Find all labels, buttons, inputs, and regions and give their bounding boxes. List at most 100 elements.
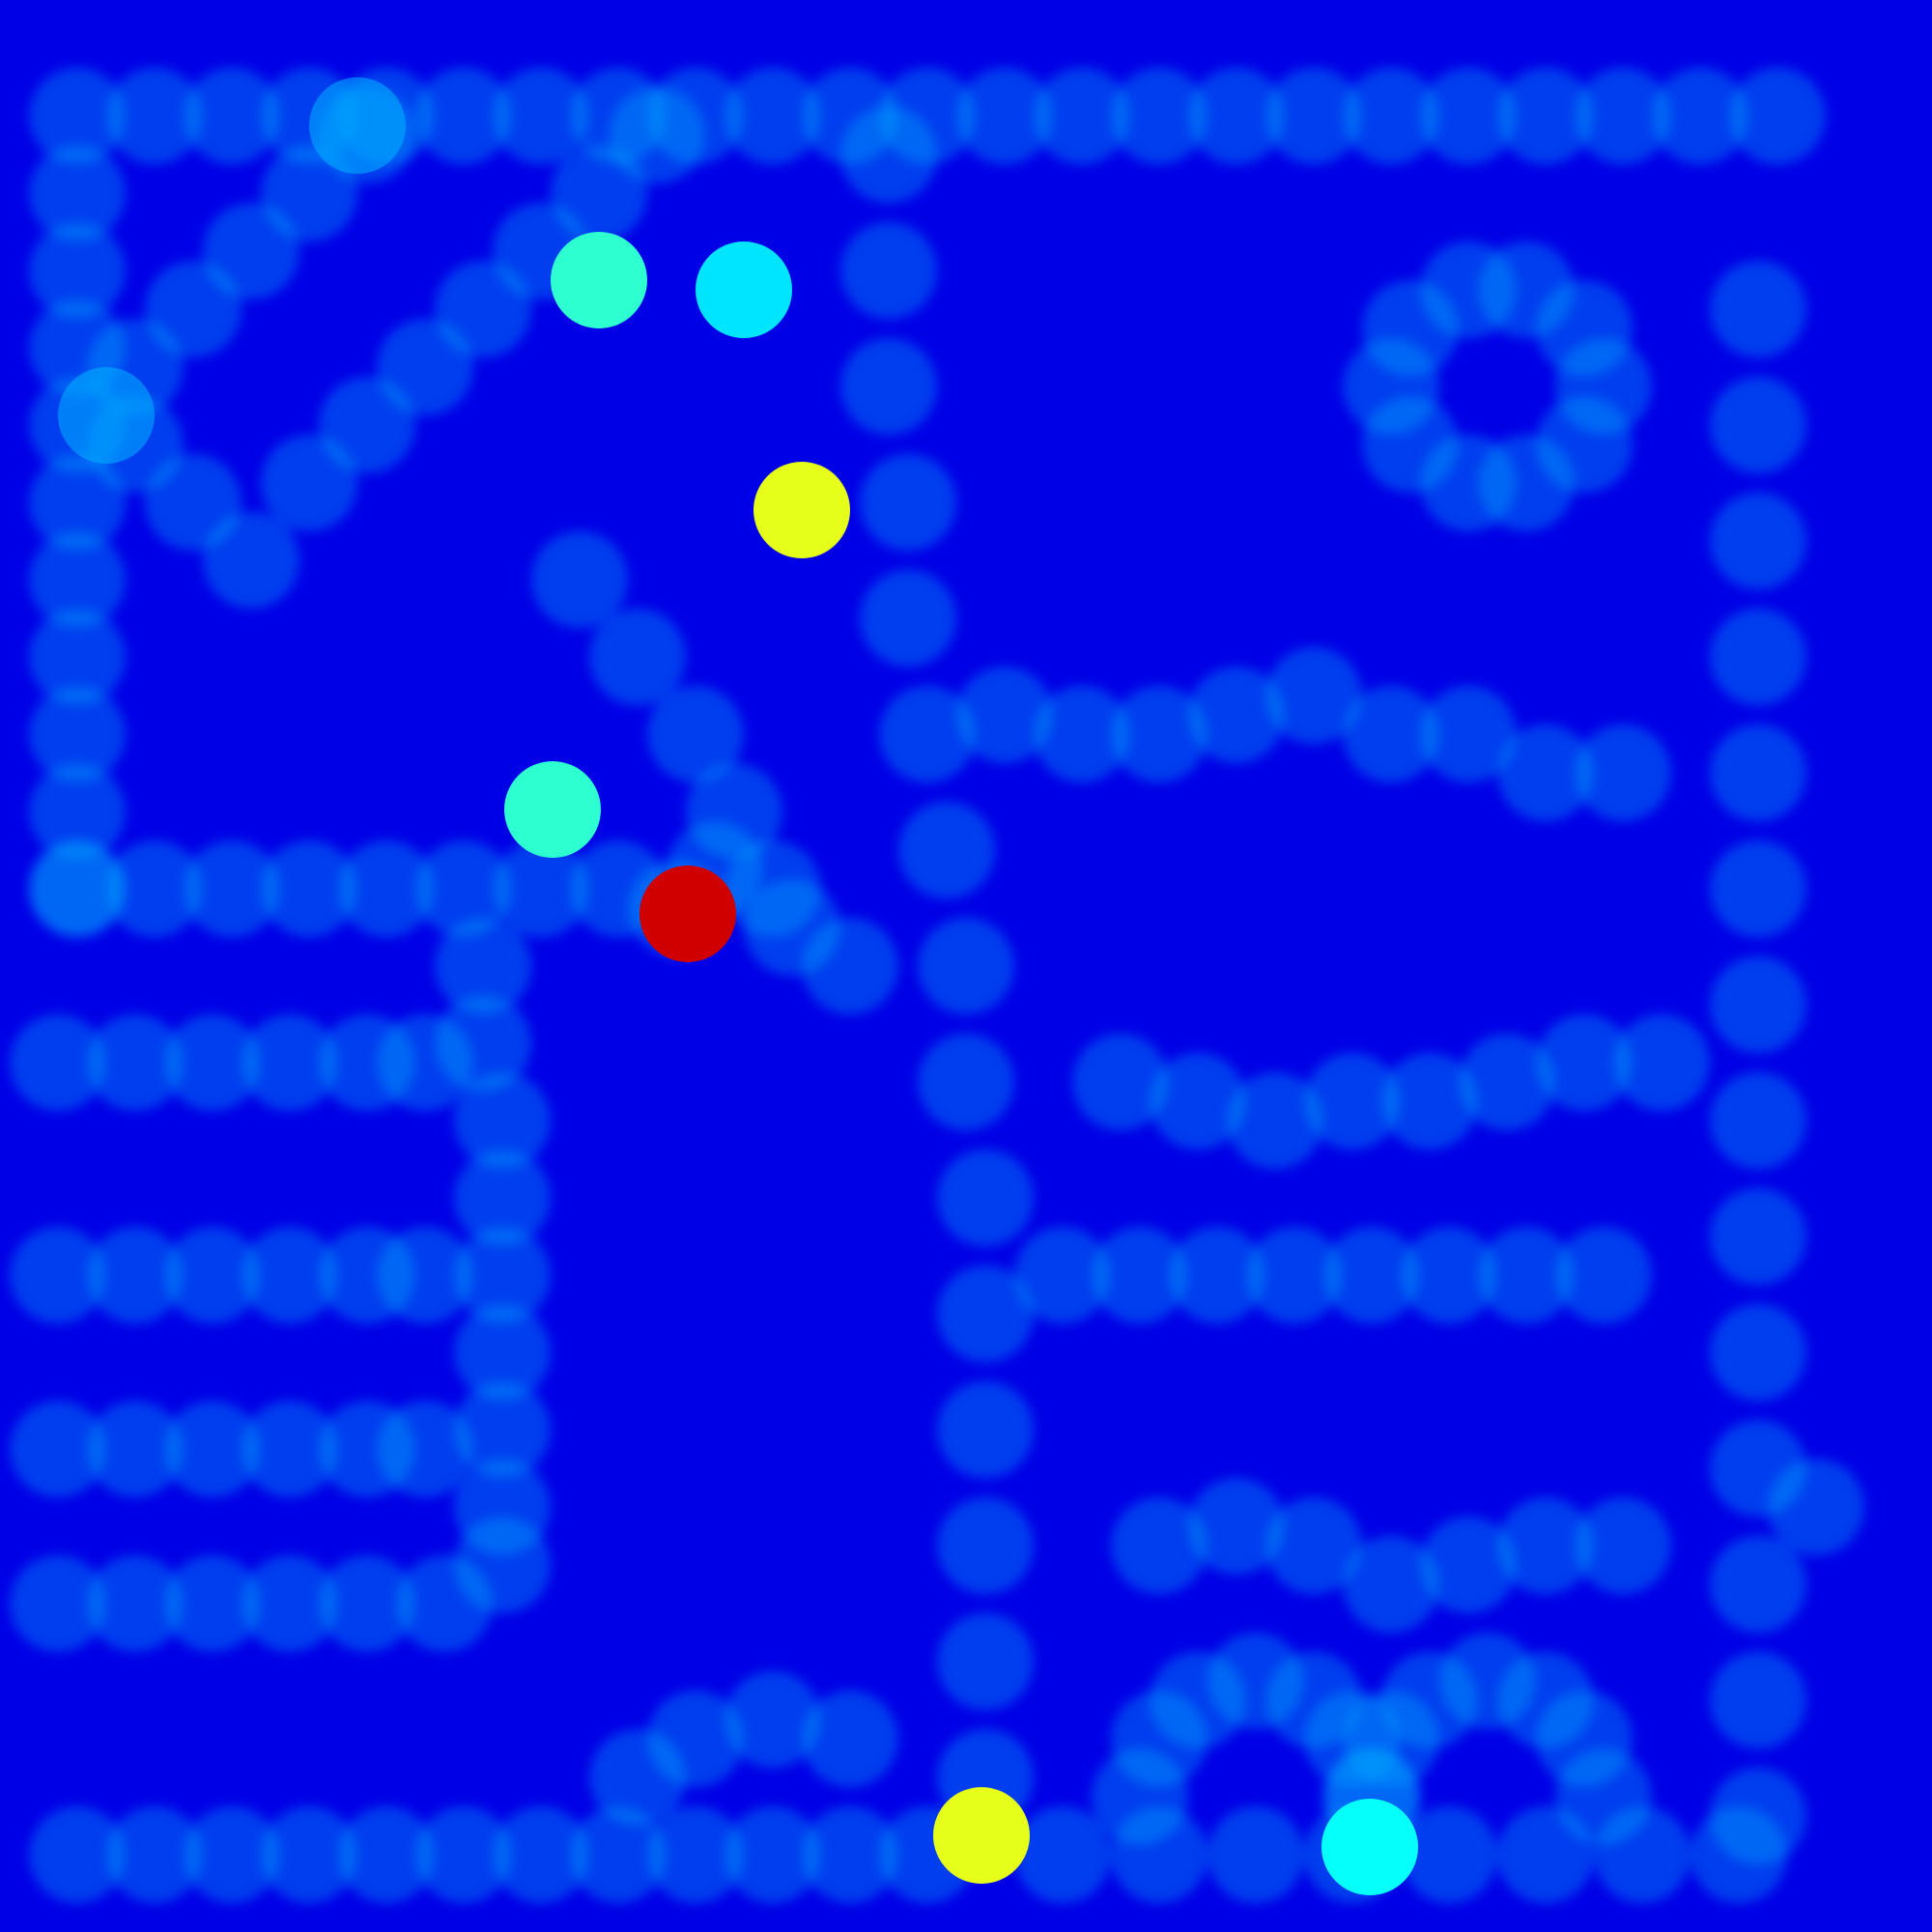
trace-point <box>415 1806 512 1903</box>
trace-point <box>1536 1014 1633 1111</box>
trace-point <box>879 686 976 782</box>
trace-point <box>1459 1034 1555 1130</box>
trace-point <box>106 840 203 937</box>
trace-point <box>454 1150 551 1246</box>
trace-point <box>840 338 937 435</box>
trace-point <box>956 667 1053 763</box>
trace-point <box>1265 1497 1362 1594</box>
trace-point <box>1420 68 1517 164</box>
highlight-point <box>753 462 850 558</box>
trace-point <box>1034 686 1130 782</box>
trace-point <box>918 1034 1014 1130</box>
trace-point <box>454 1072 551 1169</box>
trace-point <box>1169 1227 1265 1323</box>
trace-point <box>164 1555 261 1652</box>
trace-point <box>1710 1536 1806 1633</box>
trace-point <box>29 1806 126 1903</box>
trace-point <box>10 1401 106 1497</box>
trace-point <box>724 68 821 164</box>
trace-point <box>937 1613 1034 1710</box>
trace-point <box>956 68 1053 164</box>
trace-point <box>1323 1227 1420 1323</box>
trace-point <box>1188 68 1285 164</box>
trace-point <box>1072 1034 1169 1130</box>
trace-point <box>1710 377 1806 473</box>
trace-point <box>1710 956 1806 1053</box>
trace-point <box>724 1806 821 1903</box>
trace-point <box>1710 1188 1806 1285</box>
trace-point <box>184 68 280 164</box>
highlight-point <box>933 1787 1030 1884</box>
highlight-point <box>639 866 736 962</box>
trace-point <box>647 1806 744 1903</box>
trace-point <box>840 222 937 319</box>
trace-point <box>647 686 744 782</box>
trace-point <box>87 1555 184 1652</box>
trace-point <box>531 531 628 628</box>
trace-point <box>415 840 512 937</box>
trace-point <box>1265 647 1362 744</box>
trace-point <box>1575 68 1671 164</box>
trace-point <box>802 918 898 1014</box>
trace-point <box>609 87 705 184</box>
trace-point <box>1478 242 1575 338</box>
trace-point <box>29 840 126 937</box>
trace-point <box>377 1227 473 1323</box>
trace-point <box>1652 68 1748 164</box>
trace-point <box>1208 1806 1304 1903</box>
trace-point <box>898 802 995 898</box>
trace-point <box>164 1014 261 1111</box>
trace-point <box>1401 1227 1497 1323</box>
trace-point <box>1710 1072 1806 1169</box>
trace-point <box>87 1227 184 1323</box>
trace-point <box>493 68 589 164</box>
trace-point <box>1343 1536 1439 1633</box>
trace-point <box>242 1014 338 1111</box>
trace-point <box>1497 68 1594 164</box>
trace-point <box>184 1806 280 1903</box>
trace-point <box>1497 1806 1594 1903</box>
trace-point <box>1188 1478 1285 1575</box>
trace-point <box>1246 1227 1343 1323</box>
trace-point <box>1304 1053 1401 1150</box>
trace-point <box>1690 1806 1787 1903</box>
trace-point <box>1710 261 1806 357</box>
trace-point <box>435 995 531 1092</box>
trace-point <box>570 1806 667 1903</box>
trace-point <box>10 1014 106 1111</box>
trace-point <box>1227 1072 1323 1169</box>
trace-point <box>1613 1014 1710 1111</box>
trace-point <box>184 840 280 937</box>
trace-point <box>1401 1806 1497 1903</box>
trace-point <box>1014 1227 1111 1323</box>
trace-point <box>1343 68 1439 164</box>
trace-point <box>338 1806 435 1903</box>
trace-point <box>1111 686 1208 782</box>
trace-point <box>1710 493 1806 589</box>
trace-point <box>937 1381 1034 1478</box>
trace-point <box>860 454 956 551</box>
trace-point <box>1478 1227 1575 1323</box>
trace-point <box>1014 1806 1111 1903</box>
highlight-point <box>504 761 601 858</box>
trace-point <box>1188 667 1285 763</box>
trace-point <box>87 1401 184 1497</box>
trace-point <box>261 840 357 937</box>
trace-point <box>203 512 299 609</box>
trace-point <box>1768 1459 1864 1555</box>
trace-point <box>1111 1497 1208 1594</box>
trace-point <box>454 1459 551 1555</box>
highlight-point <box>551 232 647 328</box>
trace-point <box>10 1555 106 1652</box>
trace-point <box>29 686 126 782</box>
trace-layer <box>10 68 1864 1903</box>
trace-point <box>493 840 589 937</box>
trace-point <box>1092 1227 1188 1323</box>
trace-point <box>87 1014 184 1111</box>
trace-point <box>29 609 126 705</box>
trace-point <box>1710 1652 1806 1748</box>
trace-point <box>1343 686 1439 782</box>
trace-point <box>802 1806 898 1903</box>
trace-point <box>1420 1517 1517 1613</box>
